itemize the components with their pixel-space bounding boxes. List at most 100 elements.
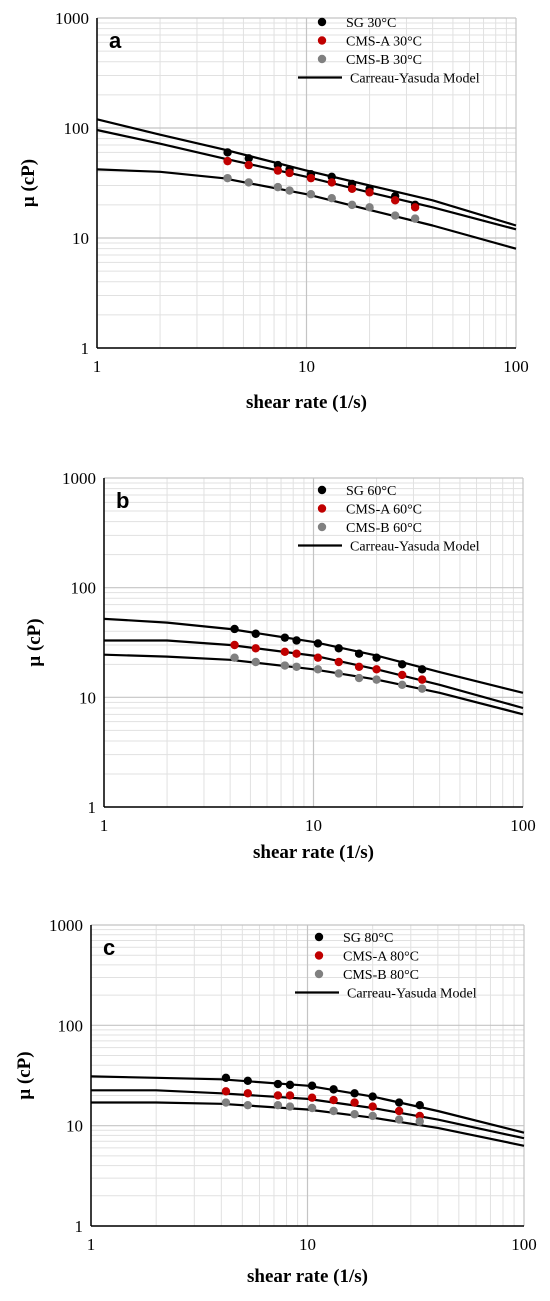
data-point <box>415 1100 424 1110</box>
data-point <box>347 184 357 194</box>
y-tick-label: 10 <box>79 688 96 707</box>
data-point <box>285 186 294 195</box>
data-point <box>221 1098 231 1107</box>
x-tick-label: 1 <box>87 1235 96 1254</box>
data-point <box>417 675 427 684</box>
data-point <box>273 1091 283 1100</box>
data-point <box>313 639 323 648</box>
data-point <box>334 657 343 667</box>
data-point <box>372 653 381 662</box>
data-point <box>350 1110 359 1119</box>
legend-marker <box>314 932 324 942</box>
data-point <box>394 1106 404 1116</box>
data-point <box>244 160 253 170</box>
data-point <box>329 1085 338 1094</box>
plot-area <box>103 617 524 716</box>
data-point <box>280 661 290 670</box>
legend-marker <box>317 36 327 45</box>
data-point <box>285 168 294 178</box>
y-tick-label: 1 <box>75 1217 84 1236</box>
model-line <box>91 1101 525 1147</box>
legend-label: Carreau-Yasuda Model <box>347 987 477 1002</box>
data-point <box>292 649 301 658</box>
x-tick-label: 100 <box>510 816 536 835</box>
data-point <box>397 670 407 680</box>
x-tick-label: 100 <box>503 357 529 376</box>
data-point <box>285 1080 295 1090</box>
panel-letter: a <box>109 28 122 53</box>
chart-panel-c: 1 10 100 1 10 100 1000 shear rate (1/s) μ (cP) c S… <box>14 916 537 1287</box>
data-point <box>397 680 407 690</box>
legend-label: CMS-B 80°C <box>343 968 419 983</box>
data-point <box>329 1106 338 1116</box>
data-point <box>223 156 232 166</box>
data-point <box>354 649 364 658</box>
legend-marker <box>314 969 324 979</box>
legend: SG 80°C CMS-A 80°C CMS-B 80°C Carreau-Yasud… <box>295 931 477 1002</box>
data-point <box>334 669 343 678</box>
y-axis-title: μ (cP) <box>24 618 45 666</box>
legend-marker <box>317 17 327 27</box>
y-tick-label: 1000 <box>62 469 96 488</box>
legend-label: CMS-A 30°C <box>346 35 422 50</box>
data-point <box>292 662 301 671</box>
x-tick-label: 10 <box>299 1235 316 1254</box>
data-point <box>221 1073 231 1082</box>
model-line <box>104 639 524 710</box>
data-point <box>350 1089 359 1098</box>
legend-label: CMS-A 80°C <box>343 950 419 965</box>
data-point <box>307 1081 317 1090</box>
data-point <box>243 1076 253 1086</box>
legend-label: SG 30°C <box>346 16 396 31</box>
data-point <box>410 203 420 212</box>
data-point <box>223 173 232 183</box>
legend: SG 30°C CMS-A 30°C CMS-B 30°C Carreau-Yasud… <box>298 16 480 87</box>
data-point <box>251 644 260 653</box>
y-axis-title: μ (cP) <box>14 1051 35 1099</box>
data-point <box>251 657 260 667</box>
x-tick-label: 1 <box>93 357 102 376</box>
data-point <box>347 200 357 210</box>
legend-marker <box>317 54 327 64</box>
data-point <box>334 644 343 653</box>
data-point <box>368 1111 377 1121</box>
data-point <box>306 173 316 183</box>
model-line <box>103 617 524 694</box>
gridlines <box>90 924 525 1227</box>
data-point <box>244 178 253 187</box>
data-point <box>390 196 400 205</box>
data-point <box>273 166 283 175</box>
model-line <box>96 168 517 250</box>
data-point <box>244 154 253 163</box>
plot-area <box>96 118 517 250</box>
data-point <box>390 211 400 220</box>
model-line <box>91 1089 525 1140</box>
panel-letter: c <box>103 935 115 960</box>
x-tick-label: 1 <box>100 816 109 835</box>
x-axis-title: shear rate (1/s) <box>253 842 374 863</box>
data-point <box>306 190 316 199</box>
y-tick-label: 100 <box>64 119 90 138</box>
data-point <box>327 194 336 203</box>
model-line <box>90 1075 525 1134</box>
model-line <box>103 653 524 716</box>
data-point <box>417 684 427 693</box>
legend-label: Carreau-Yasuda Model <box>350 540 480 555</box>
data-point <box>285 1091 295 1100</box>
x-tick-label: 10 <box>298 357 315 376</box>
gridlines <box>96 17 517 349</box>
data-point <box>365 188 374 197</box>
model-line <box>96 118 517 227</box>
data-point <box>365 203 374 212</box>
data-point <box>368 1102 377 1111</box>
y-tick-label: 1000 <box>49 916 83 935</box>
data-point <box>230 653 239 662</box>
data-point <box>251 629 260 638</box>
data-point <box>394 1115 404 1124</box>
data-point <box>230 624 239 634</box>
x-tick-label: 10 <box>305 816 322 835</box>
legend-label: CMS-B 30°C <box>346 53 422 68</box>
legend-marker <box>317 504 327 513</box>
data-point <box>280 647 290 657</box>
chart-panel-a: 1 10 100 1 10 100 1000 shear rate (1/s) μ (cP) a S… <box>18 9 529 413</box>
